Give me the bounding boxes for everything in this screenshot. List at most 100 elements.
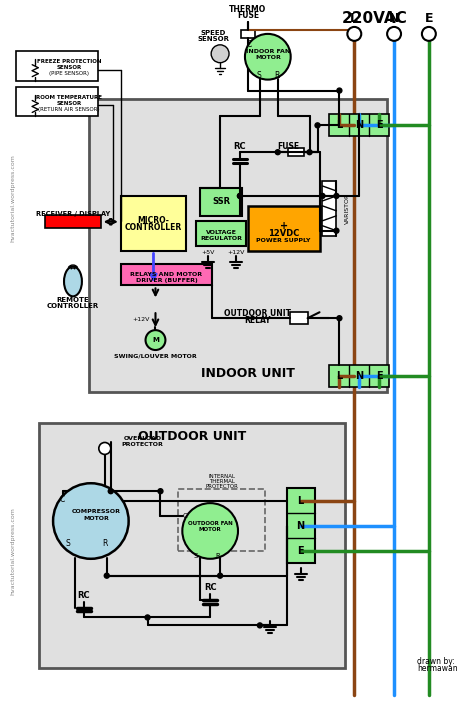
Text: 220VAC: 220VAC (341, 11, 407, 26)
Text: VARISTOR: VARISTOR (345, 193, 350, 225)
Text: (RETURN AIR SENSOR): (RETURN AIR SENSOR) (38, 107, 100, 112)
Text: R: R (102, 539, 108, 549)
Circle shape (347, 27, 361, 41)
FancyBboxPatch shape (287, 489, 315, 563)
Text: S: S (65, 539, 70, 549)
Text: SPEED: SPEED (201, 30, 226, 36)
Text: hvactutorial.wordpress.com: hvactutorial.wordpress.com (11, 507, 16, 595)
Text: R: R (216, 553, 220, 559)
Text: L: L (336, 120, 343, 130)
Text: (PIPE SENSOR): (PIPE SENSOR) (49, 71, 89, 76)
Text: FUSE: FUSE (237, 11, 259, 21)
Text: INDOOR UNIT: INDOOR UNIT (201, 368, 295, 380)
Text: N: N (355, 120, 364, 130)
Text: POWER SUPPLY: POWER SUPPLY (256, 238, 311, 243)
Circle shape (182, 503, 238, 559)
FancyBboxPatch shape (89, 98, 387, 392)
Circle shape (211, 45, 229, 63)
Text: COMPRESSOR: COMPRESSOR (71, 508, 120, 513)
Text: MOTOR: MOTOR (83, 515, 109, 520)
Circle shape (320, 194, 325, 199)
Text: +: + (280, 221, 288, 230)
FancyBboxPatch shape (288, 148, 304, 156)
FancyBboxPatch shape (200, 188, 242, 216)
Text: L: L (350, 13, 358, 25)
Circle shape (158, 489, 163, 493)
Circle shape (275, 150, 280, 155)
Circle shape (146, 330, 165, 350)
Text: S: S (256, 71, 261, 80)
Text: INTERNAL: INTERNAL (209, 474, 236, 479)
Text: RC: RC (204, 583, 217, 592)
Text: FUSE: FUSE (278, 141, 300, 151)
Text: E: E (376, 120, 383, 130)
Circle shape (387, 27, 401, 41)
FancyBboxPatch shape (16, 51, 98, 81)
Text: drawn by:: drawn by: (417, 657, 455, 666)
Circle shape (237, 194, 243, 199)
FancyBboxPatch shape (322, 181, 337, 235)
Text: RELAY: RELAY (245, 316, 271, 325)
Text: RC: RC (78, 591, 90, 600)
Text: OVERLOAD: OVERLOAD (124, 436, 162, 441)
Text: OUTDOOR FAN: OUTDOOR FAN (188, 522, 233, 527)
Text: N: N (355, 371, 364, 381)
Text: SENSOR: SENSOR (56, 101, 82, 106)
Text: C: C (246, 40, 252, 49)
Text: N: N (297, 521, 305, 531)
Text: +5V: +5V (201, 250, 215, 255)
Text: SENSOR: SENSOR (197, 36, 229, 42)
Text: ROOM TEMPERATURE: ROOM TEMPERATURE (36, 95, 102, 100)
Circle shape (334, 194, 339, 199)
Text: E: E (297, 546, 304, 556)
Circle shape (307, 150, 312, 155)
Text: M: M (152, 337, 159, 343)
Circle shape (237, 194, 243, 199)
Text: R: R (274, 71, 280, 80)
Text: MICRO-: MICRO- (137, 216, 169, 226)
Text: RC: RC (234, 141, 246, 151)
Text: INDOOR FAN: INDOOR FAN (246, 49, 290, 54)
Circle shape (99, 443, 111, 455)
Text: CONTROLLER: CONTROLLER (47, 303, 99, 309)
Text: CONTROLLER: CONTROLLER (125, 223, 182, 232)
FancyBboxPatch shape (45, 215, 101, 228)
Text: hermawan: hermawan (417, 664, 457, 672)
Text: FREEZE PROTECTION: FREEZE PROTECTION (37, 59, 101, 64)
Text: THERMO: THERMO (229, 4, 266, 13)
Text: L: L (336, 371, 343, 381)
FancyBboxPatch shape (290, 312, 308, 325)
Text: RECEIVER / DISPLAY: RECEIVER / DISPLAY (36, 211, 110, 217)
Circle shape (108, 489, 113, 493)
FancyBboxPatch shape (248, 206, 319, 250)
Circle shape (145, 615, 150, 620)
FancyBboxPatch shape (329, 365, 389, 387)
Text: N: N (389, 13, 399, 25)
Text: S: S (193, 553, 198, 559)
Text: +12V: +12V (228, 250, 245, 255)
Text: SENSOR: SENSOR (56, 65, 82, 70)
Text: C: C (59, 495, 64, 503)
FancyBboxPatch shape (39, 423, 346, 668)
Text: E: E (425, 13, 433, 25)
Circle shape (337, 316, 342, 321)
Circle shape (422, 27, 436, 41)
Text: VOLTAGE: VOLTAGE (206, 230, 237, 235)
Circle shape (218, 573, 223, 578)
Circle shape (104, 573, 109, 578)
Text: DRIVER (BUFFER): DRIVER (BUFFER) (136, 278, 197, 283)
Text: PROTECTOR: PROTECTOR (206, 484, 238, 489)
Text: OUTDOOR UNIT: OUTDOOR UNIT (138, 430, 246, 443)
FancyBboxPatch shape (121, 196, 186, 250)
Text: MOTOR: MOTOR (255, 55, 281, 60)
Text: hvactutorial.wordpress.com: hvactutorial.wordpress.com (11, 154, 16, 242)
Text: PROTECTOR: PROTECTOR (122, 442, 164, 447)
Text: E: E (376, 371, 383, 381)
Circle shape (257, 623, 262, 628)
Text: THERMAL: THERMAL (209, 479, 235, 484)
Text: +12V: +12V (132, 317, 149, 322)
FancyBboxPatch shape (121, 264, 212, 286)
Text: SSR: SSR (212, 197, 230, 206)
Circle shape (315, 123, 320, 128)
FancyBboxPatch shape (16, 86, 98, 117)
